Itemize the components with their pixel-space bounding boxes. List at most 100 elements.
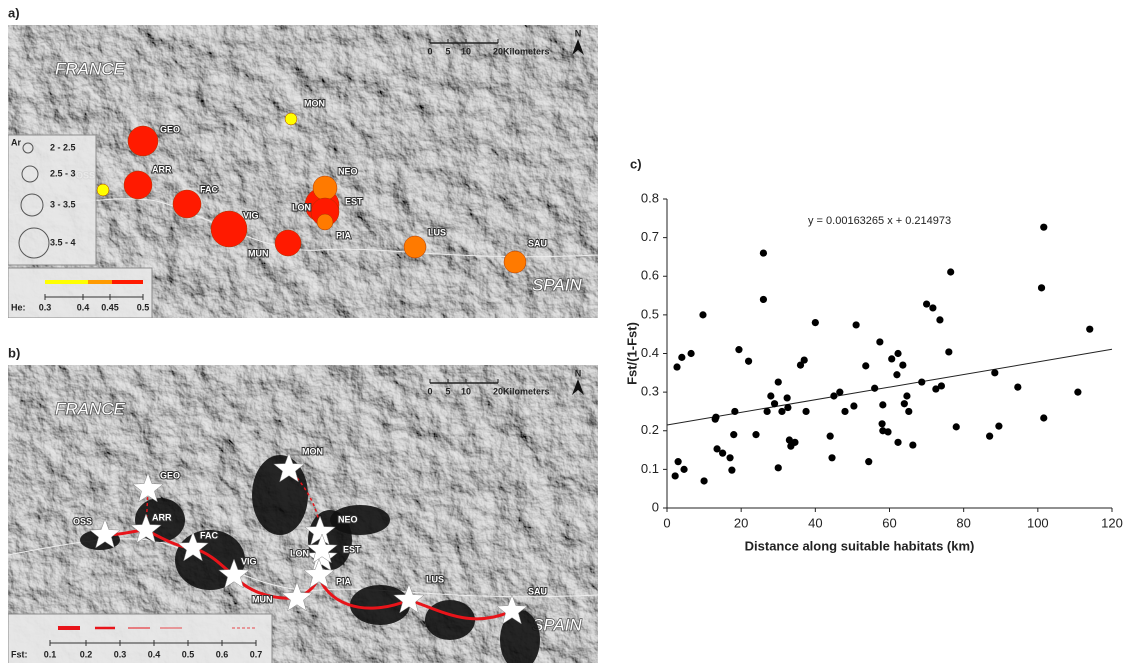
point	[830, 392, 837, 399]
point	[995, 423, 1002, 430]
point	[865, 458, 872, 465]
point	[775, 378, 782, 385]
legend-title: Fst:	[11, 649, 28, 659]
point	[1040, 224, 1047, 231]
scale-label: 20	[493, 386, 503, 396]
site-marker	[404, 236, 426, 258]
point	[778, 408, 785, 415]
site-label: LON	[290, 548, 309, 558]
point	[1038, 284, 1045, 291]
site-marker	[317, 214, 333, 230]
legend-label: 3 - 3.5	[50, 199, 76, 209]
point	[903, 392, 910, 399]
point	[1014, 384, 1021, 391]
point	[712, 414, 719, 421]
legend-label: 0.45	[101, 302, 119, 312]
x-tick-label: 40	[808, 515, 822, 530]
point	[728, 467, 735, 474]
point	[735, 346, 742, 353]
point	[764, 408, 771, 415]
site-label: ARR	[152, 164, 172, 174]
point	[760, 249, 767, 256]
y-tick-label: 0.6	[641, 268, 659, 283]
point	[876, 338, 883, 345]
site-label: LON	[292, 202, 311, 212]
x-tick-label: 20	[734, 515, 748, 530]
site-label: PIA	[336, 230, 352, 240]
legend-title: Ar	[11, 137, 21, 147]
point	[760, 296, 767, 303]
point	[745, 358, 752, 365]
site-label: GEO	[160, 470, 180, 480]
point	[801, 356, 808, 363]
legend-label: 2.5 - 3	[50, 168, 76, 178]
scale-label: 5	[445, 386, 450, 396]
x-tick-label: 60	[882, 515, 896, 530]
point	[929, 304, 936, 311]
point	[893, 371, 900, 378]
point	[923, 300, 930, 307]
site-label: GEO	[160, 124, 180, 134]
site-label: NEO	[338, 166, 358, 176]
point	[675, 458, 682, 465]
point	[802, 408, 809, 415]
point	[884, 428, 891, 435]
point	[871, 385, 878, 392]
x-axis-label: Distance along suitable habitats (km)	[745, 538, 975, 553]
point	[775, 464, 782, 471]
y-tick-label: 0.4	[641, 345, 659, 360]
point	[731, 408, 738, 415]
point	[947, 268, 954, 275]
point	[699, 311, 706, 318]
point	[850, 402, 857, 409]
point	[784, 394, 791, 401]
site-label: ARR	[152, 512, 172, 522]
site-label: MON	[302, 446, 323, 456]
site-label: VIG	[243, 210, 259, 220]
country-label: FRANCE	[55, 399, 126, 418]
point	[1074, 389, 1081, 396]
north-label: N	[575, 28, 582, 38]
site-label: NEO	[338, 514, 358, 524]
point	[700, 477, 707, 484]
site-label: MUN	[248, 248, 269, 258]
point	[888, 355, 895, 362]
point	[899, 361, 906, 368]
figure: FRANCESPAIN051020KilometersNGEOMONOSSARR…	[0, 0, 1130, 664]
site-label: MON	[304, 98, 325, 108]
scale-label: 10	[461, 46, 471, 56]
site-label: EST	[343, 544, 361, 554]
point	[791, 439, 798, 446]
point	[678, 354, 685, 361]
legend-label: 0.6	[216, 649, 229, 659]
y-tick-label: 0.1	[641, 461, 659, 476]
y-tick-label: 0.2	[641, 422, 659, 437]
site-marker	[504, 251, 526, 273]
habitat	[425, 600, 475, 640]
point	[730, 431, 737, 438]
legend-label: 0.5	[182, 649, 195, 659]
point	[853, 321, 860, 328]
habitat	[350, 585, 410, 625]
site-label: VIG	[241, 556, 257, 566]
point	[878, 420, 885, 427]
point	[894, 439, 901, 446]
site-marker	[173, 190, 201, 218]
point	[901, 400, 908, 407]
point	[945, 348, 952, 355]
site-label: PIA	[336, 576, 352, 586]
scatter-chart: c)00.10.20.30.40.50.60.70.80204060801001…	[624, 156, 1122, 553]
legend-title: He:	[11, 302, 26, 312]
chart-title: c)	[630, 156, 642, 171]
scale-label: 5	[445, 46, 450, 56]
x-tick-label: 100	[1027, 515, 1049, 530]
country-label: SPAIN	[532, 615, 582, 634]
point	[894, 350, 901, 357]
legend-label: 3.5 - 4	[50, 237, 76, 247]
site-marker	[124, 171, 152, 199]
point	[752, 431, 759, 438]
point	[836, 389, 843, 396]
point	[688, 350, 695, 357]
site-marker	[211, 211, 247, 247]
site-label: OSS	[73, 516, 92, 526]
